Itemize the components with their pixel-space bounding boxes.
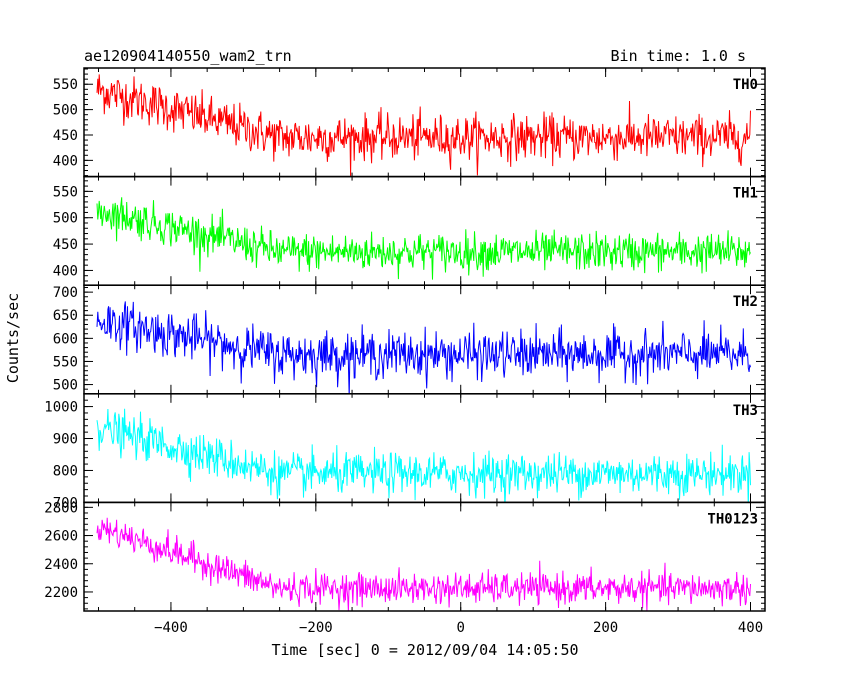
panel-label-th0: TH0 xyxy=(733,77,758,93)
series-th2-line xyxy=(96,301,751,394)
x-tick-label: 200 xyxy=(593,620,618,636)
panel-label-th1: TH1 xyxy=(733,186,758,202)
x-tick-label: −400 xyxy=(154,620,188,636)
panel-th2: 500 550 600 650 700 TH2 xyxy=(53,284,766,395)
y-tick-label: 400 xyxy=(53,263,78,279)
y-tick-label: 550 xyxy=(53,184,78,200)
y-tick-label: 450 xyxy=(53,128,78,144)
bin-time-label: Bin time: 1.0 s xyxy=(611,47,746,65)
x-tick-label: 0 xyxy=(457,620,465,636)
x-tick-label: 400 xyxy=(738,620,763,636)
panels-group: 400 450 500 550 TH0 400 450 500 550 TH1 500 550 600 6… xyxy=(44,67,766,612)
y-tick-label: 550 xyxy=(53,77,78,93)
x-axis-label: Time [sec] 0 = 2012/09/04 14:05:50 xyxy=(271,641,578,659)
y-tick-label: 500 xyxy=(53,378,78,394)
y-tick-label: 2400 xyxy=(44,557,78,573)
y-tick-label: 800 xyxy=(53,463,78,479)
y-tick-label: 550 xyxy=(53,354,78,370)
y-tick-label: 600 xyxy=(53,331,78,347)
y-tick-label: 900 xyxy=(53,432,78,448)
panel-label-th3: TH3 xyxy=(733,403,758,419)
y-tick-label: 2600 xyxy=(44,529,78,545)
y-tick-label: 500 xyxy=(53,211,78,227)
series-th0-line xyxy=(96,74,751,177)
chart-title: ae120904140550_wam2_trn xyxy=(84,47,292,65)
y-tick-label: 1000 xyxy=(44,400,78,416)
series-th0123-line xyxy=(96,517,751,611)
y-tick-label: 2200 xyxy=(44,585,78,601)
y-tick-label: 450 xyxy=(53,237,78,253)
y-tick-label: 500 xyxy=(53,103,78,119)
panel-th0: 400 450 500 550 TH0 xyxy=(53,67,766,178)
y-tick-label: 650 xyxy=(53,308,78,324)
y-tick-label: 400 xyxy=(53,153,78,169)
x-tick-label: −200 xyxy=(299,620,333,636)
panel-th0123: 2200 2400 2600 2800 TH0123 xyxy=(44,500,766,612)
y-tick-label: 700 xyxy=(53,285,78,301)
panel-th3: 700 800 900 1000 TH3 xyxy=(44,393,766,511)
panel-label-th2: TH2 xyxy=(733,294,758,310)
series-th1-line xyxy=(96,197,751,280)
series-th3-line xyxy=(96,408,751,503)
y-tick-label: 2800 xyxy=(44,500,78,516)
panel-label-th0123: TH0123 xyxy=(707,511,758,527)
y-axis-label: Counts/sec xyxy=(4,293,22,383)
panel-frame xyxy=(83,67,766,178)
panel-th1: 400 450 500 550 TH1 xyxy=(53,175,766,286)
y-tick-label: 700 xyxy=(53,495,78,511)
x-axis-ticks: −400 −200 0 200 400 xyxy=(154,620,763,636)
